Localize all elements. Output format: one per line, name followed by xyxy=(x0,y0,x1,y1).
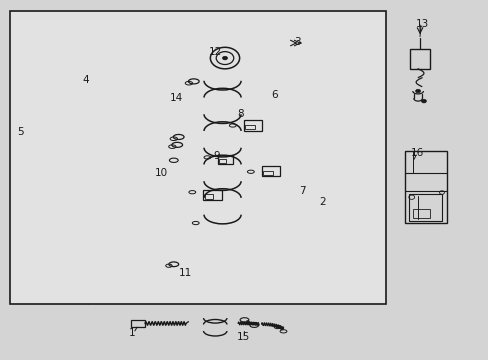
Text: 6: 6 xyxy=(271,90,278,100)
Bar xyxy=(10,12,385,304)
Text: 2: 2 xyxy=(319,197,325,207)
Text: 16: 16 xyxy=(410,148,424,158)
Bar xyxy=(409,49,429,69)
Text: 14: 14 xyxy=(169,93,183,103)
Text: 13: 13 xyxy=(415,19,428,29)
Bar xyxy=(263,171,272,175)
Bar xyxy=(203,190,221,200)
Bar xyxy=(405,151,446,223)
Bar xyxy=(412,209,429,218)
Bar xyxy=(408,194,442,221)
Bar xyxy=(219,159,226,163)
Text: 11: 11 xyxy=(178,267,191,278)
Text: 15: 15 xyxy=(236,332,250,342)
Text: 1: 1 xyxy=(129,328,135,338)
Bar xyxy=(204,194,213,199)
Bar xyxy=(261,166,280,176)
Bar xyxy=(217,155,233,164)
Text: 5: 5 xyxy=(17,127,23,136)
Circle shape xyxy=(415,89,420,93)
Text: 3: 3 xyxy=(294,37,300,47)
Bar xyxy=(243,120,262,131)
Circle shape xyxy=(222,56,227,60)
Text: 12: 12 xyxy=(208,47,222,57)
Circle shape xyxy=(421,99,426,103)
Text: 10: 10 xyxy=(155,168,168,178)
Text: 7: 7 xyxy=(298,186,305,196)
Text: 8: 8 xyxy=(237,109,244,119)
Bar xyxy=(131,320,145,327)
Bar xyxy=(244,125,254,130)
Text: 9: 9 xyxy=(212,150,219,161)
Text: 4: 4 xyxy=(82,75,89,85)
